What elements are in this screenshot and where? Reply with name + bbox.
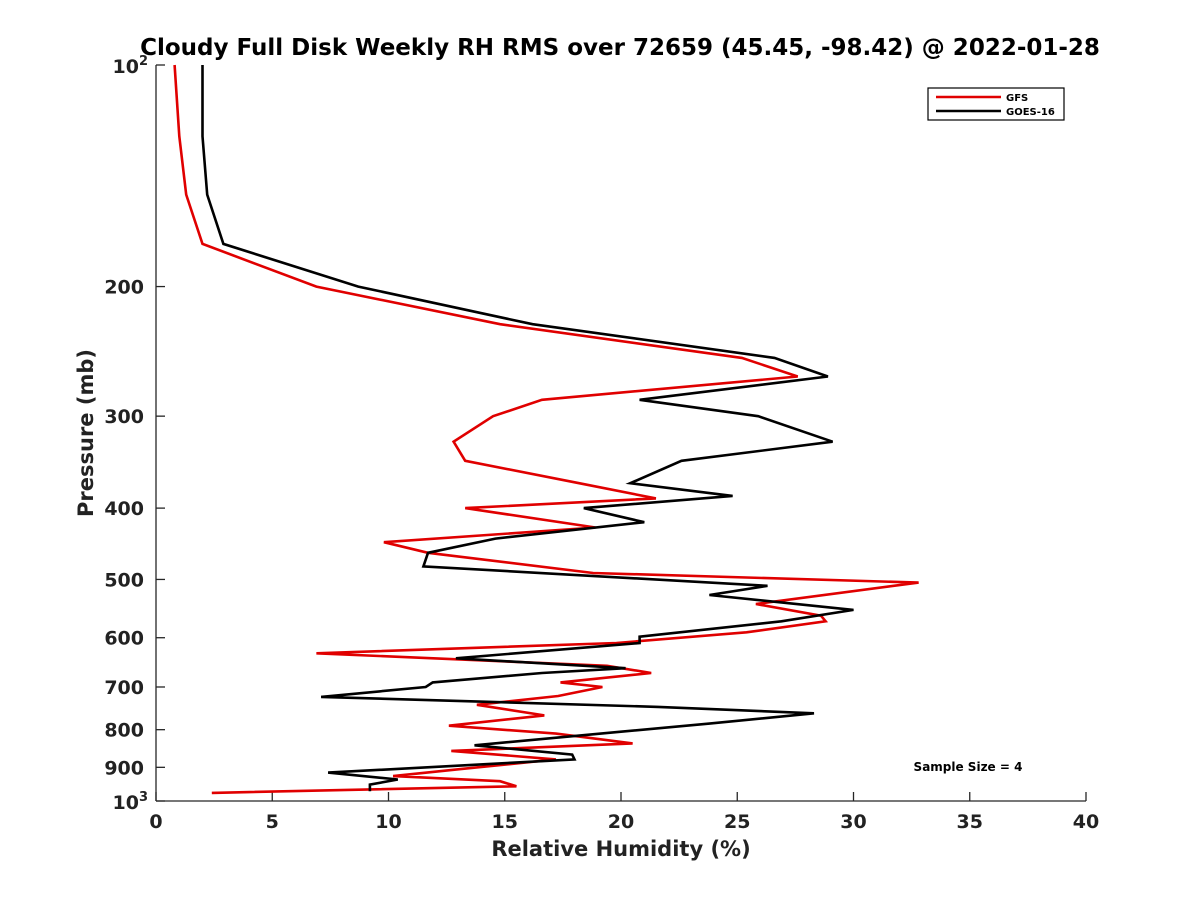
y-tick-label-300: 300 bbox=[104, 406, 144, 428]
y-tick-label-100: 102 bbox=[113, 54, 149, 78]
y-tick-label-500: 500 bbox=[104, 569, 144, 591]
x-tick-label-30: 30 bbox=[840, 811, 866, 833]
y-tick-label-400: 400 bbox=[104, 498, 144, 520]
legend-label-goes-16: GOES-16 bbox=[1006, 107, 1055, 118]
x-tick-label-35: 35 bbox=[957, 811, 983, 833]
y-tick-label-800: 800 bbox=[104, 720, 144, 742]
chart-title: Cloudy Full Disk Weekly RH RMS over 7265… bbox=[140, 35, 1100, 61]
x-tick-label-15: 15 bbox=[492, 811, 518, 833]
y-axis-label: Pressure (mb) bbox=[74, 349, 98, 517]
legend-label-gfs: GFS bbox=[1006, 93, 1028, 104]
y-tick-label-200: 200 bbox=[104, 277, 144, 299]
sample-size-annotation: Sample Size = 4 bbox=[914, 760, 1023, 774]
x-tick-label-10: 10 bbox=[375, 811, 401, 833]
y-axis-ticks: 102 200 300 400 500 600 700 800 900 103 bbox=[104, 54, 165, 814]
y-tick-label-900: 900 bbox=[104, 757, 144, 779]
x-tick-label-25: 25 bbox=[724, 811, 750, 833]
x-tick-label-20: 20 bbox=[608, 811, 634, 833]
y-tick-label-600: 600 bbox=[104, 628, 144, 650]
x-tick-label-0: 0 bbox=[149, 811, 162, 833]
legend-box bbox=[927, 87, 1065, 121]
series-line-goes-16 bbox=[201, 65, 854, 792]
series-layer bbox=[173, 64, 919, 795]
y-tick-label-700: 700 bbox=[104, 677, 144, 699]
x-axis-label: Relative Humidity (%) bbox=[491, 837, 750, 861]
legend: GFS GOES-16 bbox=[927, 87, 1065, 121]
y-tick-label-1000: 103 bbox=[113, 790, 149, 814]
x-axis-ticks: 0 5 10 15 20 25 30 35 40 bbox=[149, 792, 1099, 833]
x-tick-label-40: 40 bbox=[1073, 811, 1099, 833]
x-tick-label-5: 5 bbox=[266, 811, 279, 833]
